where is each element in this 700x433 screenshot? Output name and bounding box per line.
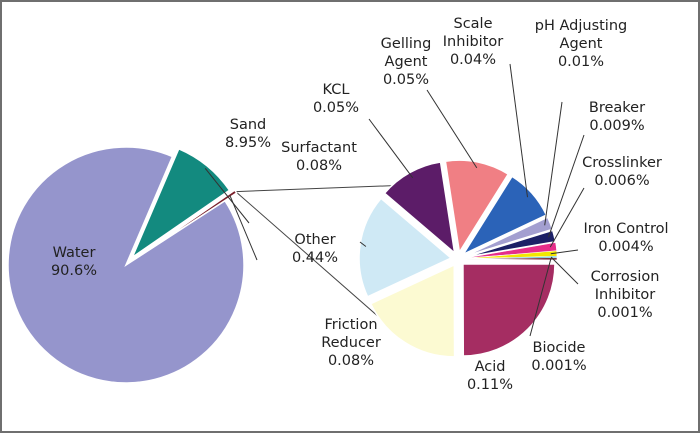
leader-gelling-agent bbox=[426, 89, 478, 169]
data-label-surfactant: Surfactant 0.08% bbox=[281, 140, 357, 174]
data-label-breaker: Breaker 0.009% bbox=[589, 100, 645, 134]
slice-surfactant bbox=[358, 197, 453, 298]
leader-other bbox=[229, 195, 258, 261]
slice-biocide bbox=[464, 257, 558, 261]
slice-acid bbox=[462, 263, 556, 357]
leader-surfactant bbox=[359, 241, 367, 247]
data-label-gelling-agent: Gelling Agent 0.05% bbox=[381, 36, 432, 88]
data-label-other: Other 0.44% bbox=[292, 232, 338, 266]
data-label-biocide: Biocide 0.001% bbox=[531, 340, 586, 374]
slice-kcl bbox=[383, 161, 456, 255]
data-label-corrosion-inhibitor: Corrosion Inhibitor 0.001% bbox=[591, 269, 660, 321]
main-pie bbox=[7, 146, 245, 384]
data-label-sand: Sand 8.95% bbox=[225, 117, 271, 151]
connector-lines bbox=[235, 185, 400, 335]
leader-crosslinker bbox=[549, 187, 585, 248]
leader-ph-adjusting-agent bbox=[544, 101, 563, 226]
slice-other bbox=[133, 189, 238, 261]
breakdown-pie bbox=[358, 159, 558, 358]
data-labels: Water 90.6% Sand 8.95% Other 0.44% Acid 0.11% Fr… bbox=[51, 16, 669, 393]
data-label-crosslinker: Crosslinker 0.006% bbox=[582, 155, 662, 189]
slice-gelling-agent bbox=[444, 159, 510, 255]
slice-water bbox=[7, 146, 245, 384]
leader-iron-control bbox=[550, 249, 579, 255]
slice-breaker bbox=[464, 229, 557, 259]
data-label-kcl: KCL 0.05% bbox=[313, 82, 359, 116]
slice-ph-adjusting-agent bbox=[464, 216, 554, 258]
connector-line-top bbox=[235, 185, 397, 193]
data-label-ph-adjusting-agent: pH Adjusting Agent 0.01% bbox=[535, 18, 627, 70]
data-label-water: Water 90.6% bbox=[51, 245, 97, 279]
slice-sand bbox=[130, 147, 231, 260]
leader-kcl bbox=[368, 118, 414, 179]
label-leader-lines bbox=[204, 63, 585, 337]
data-label-acid: Acid 0.11% bbox=[467, 359, 513, 393]
leader-scale-inhibitor bbox=[509, 63, 528, 198]
leader-sand bbox=[204, 167, 250, 224]
connector-line-bottom bbox=[235, 191, 400, 335]
leader-biocide bbox=[529, 258, 552, 337]
data-label-scale-inhibitor: Scale Inhibitor 0.04% bbox=[443, 16, 503, 68]
data-label-friction-reducer: Friction Reducer 0.08% bbox=[321, 317, 381, 369]
leader-corrosion-inhibitor bbox=[550, 256, 579, 285]
leader-breaker bbox=[547, 134, 585, 238]
slice-friction-reducer bbox=[369, 263, 456, 358]
data-label-iron-control: Iron Control 0.004% bbox=[583, 221, 668, 255]
